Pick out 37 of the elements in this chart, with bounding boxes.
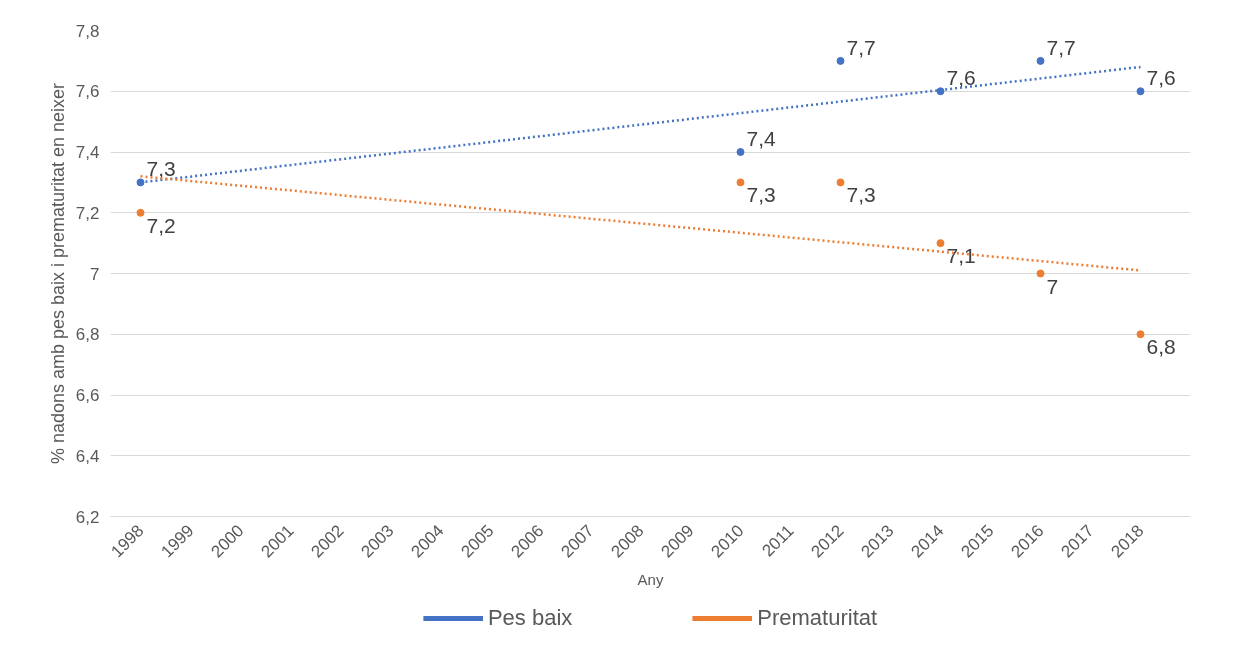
x-axis-title: Any [637,570,664,588]
point [736,178,745,187]
point [136,208,145,217]
data-label: 7,3 [746,183,776,207]
y-tick-label: 6,2 [75,507,100,527]
point [1036,56,1045,65]
point [936,239,945,248]
point [736,148,745,156]
y-tick-label: 7,2 [75,203,100,223]
y-tick-label: 7 [90,264,100,284]
data-label: 7,4 [746,127,777,150]
data-label: 7,6 [946,66,976,90]
point [1136,87,1145,96]
point [836,178,845,187]
data-label: 7 [1046,274,1059,298]
y-tick-label: 6,8 [75,325,100,345]
data-label: 7,6 [1146,66,1176,90]
point [1136,330,1145,339]
data-label: 7,3 [146,157,176,181]
data-label: 7,7 [846,35,876,59]
y-tick-label: 7,4 [75,143,100,162]
y-tick-label: 7,6 [75,82,100,102]
legend-label: Pes baix [487,604,573,631]
y-tick-label: 7,8 [75,21,100,41]
data-label: 7,2 [146,213,176,237]
point [836,56,845,65]
data-label: 7,3 [846,183,876,207]
point [1036,269,1045,278]
y-axis-title: % nadons amb pes baix i prematuritat en neixer [47,82,68,465]
y-tick-label: 6,4 [75,446,100,466]
data-label: 6,8 [1146,335,1176,359]
point [936,87,945,96]
data-label: 7,1 [946,244,976,268]
data-label: 7,7 [1046,35,1076,59]
point [136,178,145,187]
y-tick-label: 6,6 [75,386,100,405]
legend-label: Prematuritat [757,604,878,631]
